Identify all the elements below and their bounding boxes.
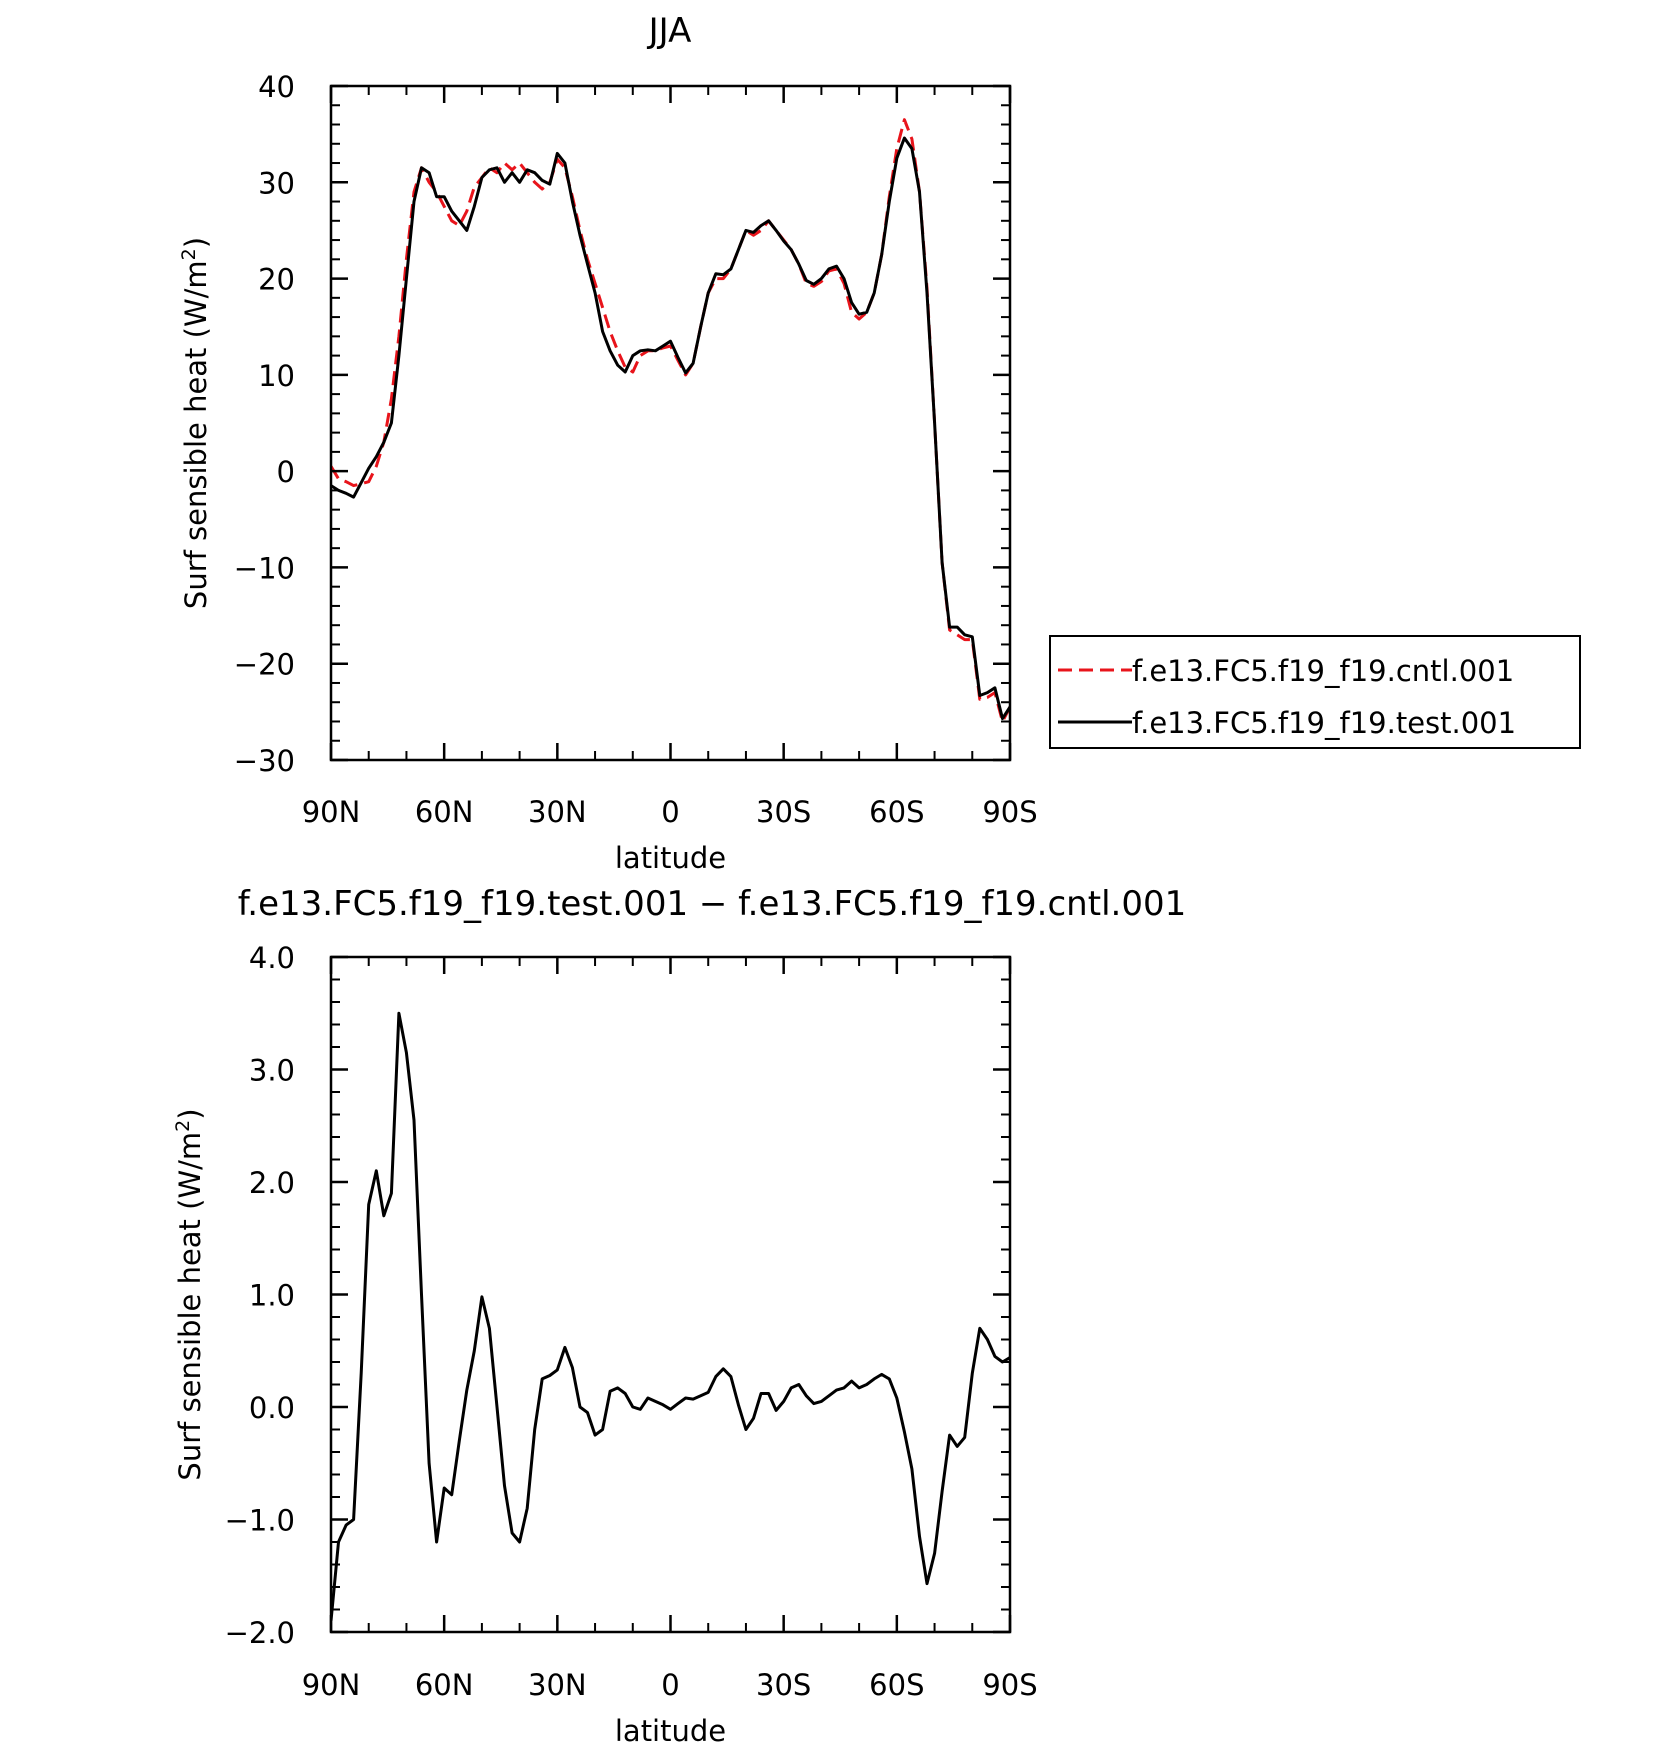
x-axis-label: latitude — [615, 841, 726, 875]
legend-label-1: f.e13.FC5.f19_f19.cntl.001 — [1132, 654, 1514, 688]
y-tick-label: 0.0 — [249, 1391, 295, 1425]
y-tick-label: 0 — [277, 455, 295, 489]
y-axis-label-superscript: 2 — [178, 248, 200, 260]
y-tick-label: −2.0 — [225, 1616, 295, 1650]
legend-label-2: f.e13.FC5.f19_f19.test.001 — [1132, 706, 1516, 740]
x-tick-label: 90S — [982, 1668, 1037, 1702]
y-axis-label-end: ) — [173, 1108, 207, 1119]
x-tick-label: 30N — [528, 1668, 587, 1702]
y-tick-label: −20 — [234, 648, 295, 682]
y-tick-label: 40 — [258, 70, 295, 104]
y-axis-label-end: ) — [179, 237, 213, 248]
y-tick-label: −10 — [234, 551, 295, 585]
x-tick-label: 60N — [415, 1668, 474, 1702]
x-tick-label: 60N — [415, 795, 474, 829]
x-tick-label: 90S — [982, 795, 1037, 829]
x-tick-label: 30S — [756, 1668, 811, 1702]
y-tick-label: 20 — [258, 263, 295, 297]
y-tick-label: 2.0 — [249, 1166, 295, 1200]
legend-box — [1049, 635, 1581, 749]
y-axis-label-text: Surf sensible heat (W/m — [173, 1132, 207, 1481]
x-tick-label: 0 — [661, 795, 679, 829]
y-tick-label: −1.0 — [225, 1504, 295, 1538]
top-panel: JJA 90N 60N 30N 0 30S 60S 90S −30 −20 −10 0 10 20 30 40… — [178, 11, 1581, 875]
y-tick-label: −30 — [234, 744, 295, 778]
x-tick-label: 0 — [661, 1668, 679, 1702]
y-axis-label-superscript: 2 — [172, 1120, 194, 1132]
y-axis-label: Surf sensible heat (W/m2) — [178, 237, 213, 609]
x-tick-label: 60S — [869, 795, 924, 829]
y-axis-label: Surf sensible heat (W/m2) — [172, 1108, 207, 1480]
x-tick-label: 30N — [528, 795, 587, 829]
x-tick-label: 90N — [302, 795, 361, 829]
x-tick-label: 30S — [756, 795, 811, 829]
bottom-panel: f.e13.FC5.f19_f19.test.001 − f.e13.FC5.f… — [172, 884, 1186, 1747]
y-tick-label: 1.0 — [249, 1279, 295, 1313]
y-tick-label: 10 — [258, 359, 295, 393]
y-tick-label: 3.0 — [249, 1054, 295, 1088]
y-axis-label-text: Surf sensible heat (W/m — [179, 260, 213, 609]
x-tick-label: 60S — [869, 1668, 924, 1702]
chart-title: JJA — [647, 11, 692, 51]
series-line-1 — [331, 1011, 1010, 1621]
x-tick-label: 90N — [302, 1668, 361, 1702]
x-axis-label: latitude — [615, 1714, 726, 1747]
legend: f.e13.FC5.f19_f19.cntl.001 f.e13.FC5.f19_… — [1049, 635, 1581, 749]
chart-title: f.e13.FC5.f19_f19.test.001 − f.e13.FC5.f… — [238, 884, 1186, 924]
y-tick-label: 30 — [258, 166, 295, 200]
series-line-2 — [331, 136, 1010, 721]
y-tick-label: 4.0 — [249, 941, 295, 975]
